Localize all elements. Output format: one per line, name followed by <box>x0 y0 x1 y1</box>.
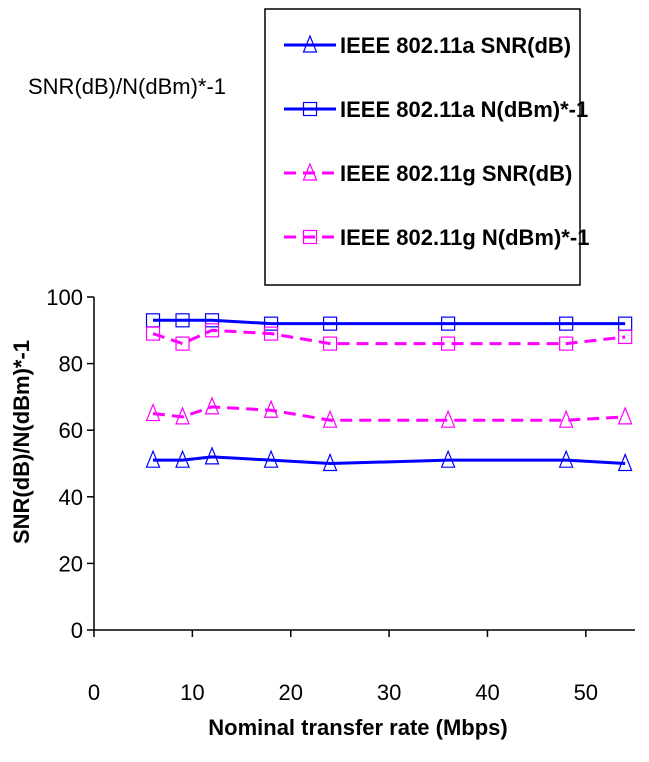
legend-label: IEEE 802.11a N(dBm)*-1 <box>340 97 588 122</box>
data-point <box>145 402 161 422</box>
x-tick-label: 10 <box>180 680 204 705</box>
series-line <box>153 318 626 326</box>
x-tick-label: 50 <box>574 680 598 705</box>
y-tick-label: 20 <box>59 551 83 576</box>
data-point <box>145 326 161 341</box>
y-tick-label: 60 <box>59 418 83 443</box>
y-axis-title: SNR(dB)/N(dBm)*-1 <box>9 340 34 544</box>
legend-label: IEEE 802.11g N(dBm)*-1 <box>340 225 589 250</box>
data-point <box>175 313 190 328</box>
data-point <box>558 449 574 468</box>
data-point <box>322 452 338 472</box>
series-line <box>152 328 626 346</box>
series-2 <box>145 313 633 331</box>
data-point <box>204 446 220 465</box>
data-point <box>175 449 190 468</box>
legend: IEEE 802.11a SNR(dB) IEEE 802.11a N(dBm)*… <box>264 8 589 286</box>
y-tick-label: 100 <box>46 285 83 310</box>
data-point <box>440 409 456 428</box>
triangle-marker-icon <box>302 162 318 181</box>
data-point <box>322 336 338 351</box>
data-point <box>322 409 338 428</box>
series-4 <box>145 323 633 351</box>
triangle-marker-icon <box>302 34 318 53</box>
data-point <box>617 452 633 472</box>
legend-label: IEEE 802.11g SNR(dB) <box>340 161 572 186</box>
data-point <box>617 406 633 425</box>
square-marker-icon <box>302 229 318 245</box>
data-point <box>175 406 190 425</box>
data-point <box>263 316 279 331</box>
legend-item-2: IEEE 802.11a N(dBm)*-1 <box>284 97 588 122</box>
legend-box <box>264 8 581 286</box>
x-tick-label: 20 <box>278 680 302 705</box>
data-point <box>145 449 161 468</box>
data-point <box>204 396 220 415</box>
y-tick-label: 0 <box>71 618 83 643</box>
data-point <box>559 316 574 331</box>
data-point <box>175 336 190 351</box>
data-point <box>204 313 220 328</box>
plot-area: 0 20 40 60 80 100 0 10 20 30 40 50 <box>46 285 635 705</box>
chart-title: SNR(dB)/N(dBm)*-1 <box>28 74 226 99</box>
legend-item-4: IEEE 802.11g N(dBm)*-1 <box>284 225 589 250</box>
y-tick-label: 80 <box>59 352 83 377</box>
data-point <box>558 409 574 428</box>
data-point <box>440 449 456 468</box>
data-point <box>441 336 456 351</box>
data-point <box>263 399 279 418</box>
x-axis-title: Nominal transfer rate (Mbps) <box>208 715 508 740</box>
data-point <box>441 316 456 331</box>
data-point <box>204 323 220 338</box>
legend-item-1: IEEE 802.11a SNR(dB) <box>284 33 571 58</box>
y-tick-label: 40 <box>59 485 83 510</box>
data-point <box>322 316 338 331</box>
square-marker-icon <box>302 101 318 117</box>
legend-item-3: IEEE 802.11g SNR(dB) <box>284 161 572 186</box>
data-point <box>263 326 279 341</box>
data-point <box>618 329 633 345</box>
legend-label: IEEE 802.11a SNR(dB) <box>340 33 571 58</box>
data-point <box>263 449 279 468</box>
series-line <box>152 405 626 422</box>
x-tick-label: 30 <box>377 680 401 705</box>
series-line <box>153 455 626 466</box>
series-3 <box>145 396 633 428</box>
data-point <box>559 336 574 351</box>
x-tick-label: 40 <box>475 680 499 705</box>
series-1 <box>145 446 633 472</box>
x-tick-label: 0 <box>88 680 100 705</box>
